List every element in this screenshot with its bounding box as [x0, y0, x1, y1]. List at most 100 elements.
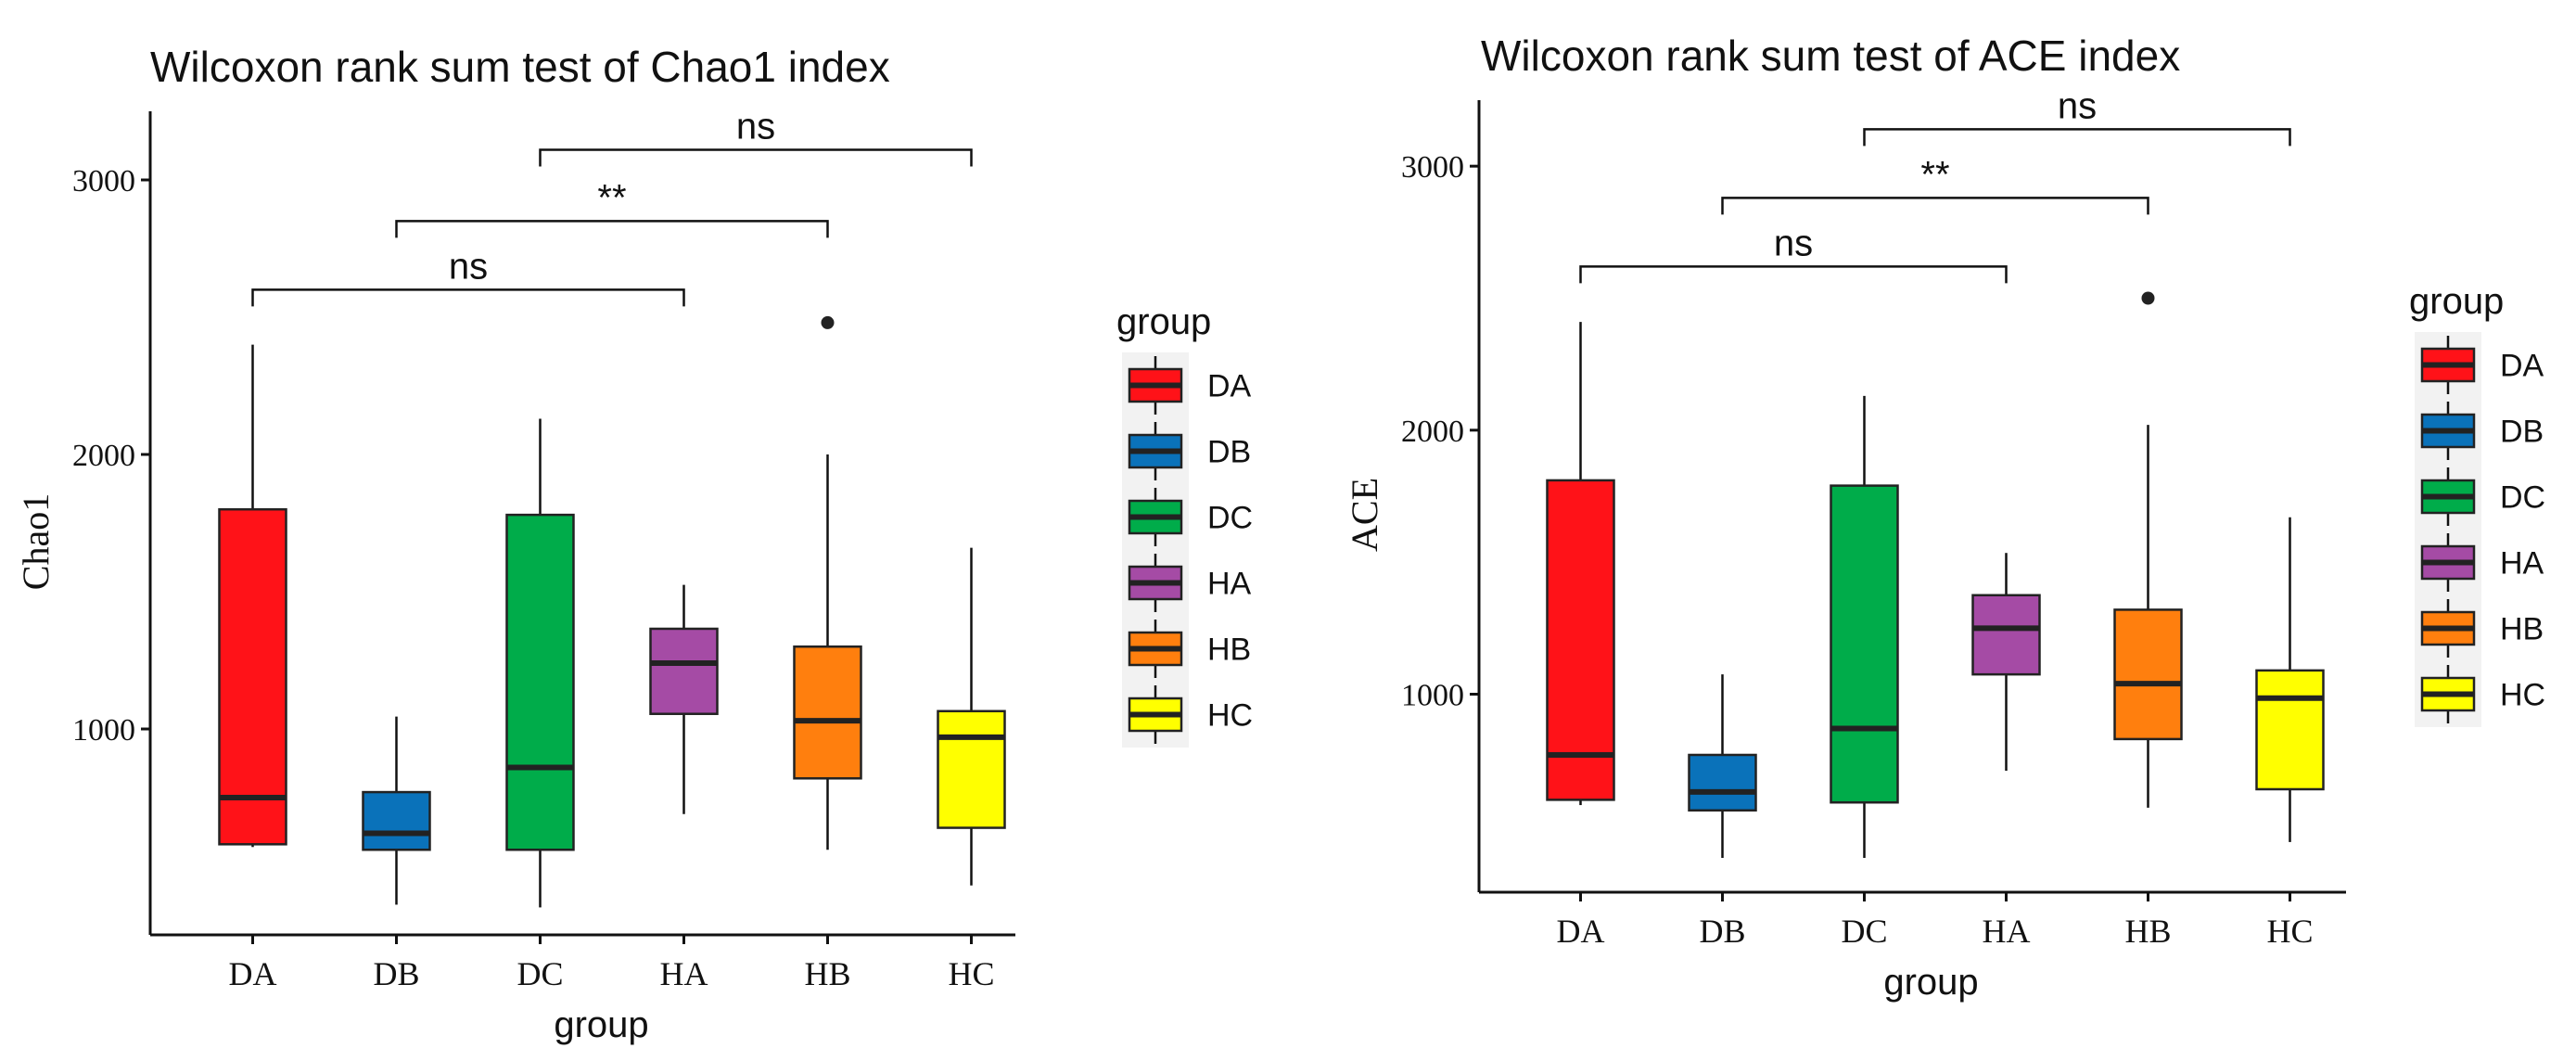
legend-item-da: DA — [1128, 356, 1252, 415]
legend-key-background — [1122, 352, 1189, 748]
x-tick-label: HB — [2124, 913, 2171, 950]
chart-title: Wilcoxon rank sum test of Chao1 index — [150, 43, 890, 91]
legend: group DA DB DC HA HB HC — [1116, 301, 1253, 748]
legend-title: group — [2409, 281, 2504, 322]
comparison-db-hb: ** — [1721, 154, 2149, 215]
iqr-box — [649, 627, 719, 715]
legend-item-db: DB — [1128, 422, 1251, 480]
outlier-point — [2141, 291, 2155, 305]
y-tick-label: 2000 — [72, 439, 135, 473]
legend-item-label: HA — [1207, 567, 1252, 602]
x-tick-label: HC — [2266, 913, 2313, 950]
box-hc: HC — [937, 547, 1006, 992]
box-db: DB — [1688, 674, 1757, 950]
iqr-box — [1688, 753, 1757, 812]
legend-item-label: DB — [2500, 415, 2544, 450]
box-hc: HC — [2255, 517, 2325, 950]
comparison-da-ha: ns — [1579, 223, 2008, 284]
x-tick-label: HA — [1983, 913, 2031, 950]
significance-bracket — [1721, 197, 2149, 215]
x-tick-label: DA — [229, 955, 277, 992]
significance-label: ** — [597, 177, 626, 218]
significance-label: ns — [449, 246, 488, 287]
iqr-box — [2113, 608, 2183, 741]
iqr-box — [2255, 669, 2325, 791]
iqr-box — [1830, 484, 1899, 804]
legend-item-db: DB — [2420, 402, 2544, 460]
significance-label: ns — [2058, 85, 2097, 126]
legend-item-label: HC — [1207, 698, 1253, 734]
x-axis-label: group — [554, 1004, 648, 1045]
iqr-box — [362, 790, 431, 851]
legend-item-label: HA — [2500, 546, 2544, 582]
x-tick-label: DA — [1557, 913, 1605, 950]
legend-item-label: DA — [1207, 369, 1252, 404]
comparison-db-hb: ** — [395, 177, 829, 238]
box-da: DA — [218, 344, 287, 992]
chart-panel-2: Wilcoxon rank sum test of ACE index 1000 2… — [1344, 32, 2545, 1003]
legend-item-label: HB — [2500, 612, 2544, 647]
y-tick-label: 3000 — [72, 164, 135, 198]
legend-key-background — [2415, 332, 2481, 727]
x-tick-label: DB — [373, 955, 419, 992]
comparison-da-ha: ns — [251, 246, 685, 307]
box-dc: DC — [505, 418, 575, 992]
legend-item-label: DC — [2500, 480, 2545, 516]
legend-item-label: DC — [1207, 501, 1253, 536]
legend: group DA DB DC HA HB HC — [2409, 281, 2545, 727]
significance-label: ns — [1774, 223, 1813, 263]
legend-item-hc: HC — [1128, 685, 1253, 744]
legend-item-dc: DC — [2420, 467, 2545, 526]
iqr-box — [793, 645, 862, 780]
box-hb: HB — [793, 315, 862, 992]
legend-item-label: DB — [1207, 435, 1251, 470]
y-tick-label: 1000 — [72, 713, 135, 748]
legend-item-hc: HC — [2420, 665, 2545, 723]
legend-item-hb: HB — [2420, 599, 2544, 658]
significance-bracket — [1863, 128, 2291, 147]
chart-panel-1: Wilcoxon rank sum test of Chao1 index 100… — [15, 43, 1253, 1045]
iqr-box — [1546, 479, 1615, 801]
x-tick-label: DC — [516, 955, 563, 992]
legend-item-label: HB — [1207, 633, 1251, 668]
legend-item-label: DA — [2500, 349, 2544, 384]
y-tick-label: 1000 — [1401, 679, 1464, 713]
y-axis-label: ACE — [1344, 478, 1385, 552]
legend-item-ha: HA — [1128, 554, 1252, 612]
outlier-point — [821, 315, 835, 329]
iqr-box — [1971, 594, 2041, 676]
box-ha: HA — [1971, 553, 2041, 950]
x-tick-label: HB — [804, 955, 850, 992]
iqr-box — [505, 513, 575, 851]
comparison-dc-hc: ns — [539, 106, 973, 167]
legend-item-da: DA — [2420, 336, 2544, 394]
box-hb: HB — [2113, 291, 2183, 950]
legend-item-label: HC — [2500, 678, 2545, 713]
legend-item-ha: HA — [2420, 533, 2544, 592]
significance-bracket — [1579, 265, 2008, 284]
iqr-box — [218, 507, 287, 846]
y-tick-label: 2000 — [1401, 415, 1464, 449]
comparison-dc-hc: ns — [1863, 85, 2291, 147]
box-da: DA — [1546, 322, 1615, 950]
iqr-box — [937, 709, 1006, 829]
significance-label: ns — [736, 106, 775, 147]
legend-item-dc: DC — [1128, 488, 1253, 546]
legend-item-hb: HB — [1128, 620, 1251, 678]
y-axis-label: Chao1 — [15, 493, 57, 590]
y-tick-label: 3000 — [1401, 150, 1464, 185]
x-tick-label: DB — [1699, 913, 1745, 950]
x-axis-label: group — [1883, 962, 1978, 1003]
box-db: DB — [362, 716, 431, 992]
significance-bracket — [251, 288, 685, 307]
legend-title: group — [1116, 301, 1211, 342]
significance-bracket — [539, 148, 973, 167]
x-tick-label: HC — [948, 955, 994, 992]
significance-bracket — [395, 220, 829, 238]
box-dc: DC — [1830, 395, 1899, 950]
box-ha: HA — [649, 584, 719, 992]
significance-label: ** — [1920, 154, 1949, 195]
x-tick-label: HA — [660, 955, 708, 992]
chart-title: Wilcoxon rank sum test of ACE index — [1481, 32, 2180, 80]
